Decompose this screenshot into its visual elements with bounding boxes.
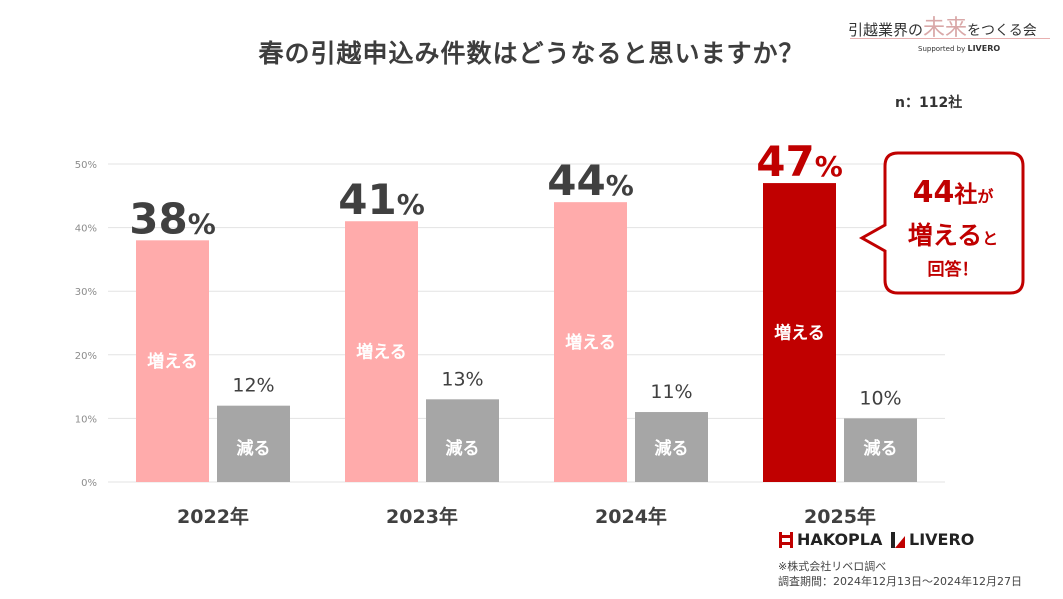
decrease-value-label: 11% (650, 381, 692, 403)
bar-increase (554, 202, 627, 482)
svg-text:44社が: 44社が (913, 175, 994, 210)
increase-value-number: 41 (338, 175, 396, 224)
callout-answer: 回答！ (928, 259, 979, 280)
increase-value-percent: % (188, 207, 216, 240)
decrease-value-label: 13% (441, 368, 483, 390)
increase-value-percent: % (397, 188, 425, 221)
bar-decrease (844, 418, 917, 482)
livero-text: LIVERO (909, 530, 975, 549)
y-tick-label: 50% (75, 160, 97, 171)
source-note: ※株式会社リベロ調べ (778, 560, 887, 573)
bar-increase (136, 240, 209, 482)
x-category-label: 2024年 (595, 505, 667, 528)
bar-decrease-label: 減る (237, 438, 271, 459)
hakopla-logo: HAKOPLA (779, 530, 882, 549)
increase-value-label: 38% (129, 194, 216, 243)
callout-unit: 社 (954, 181, 977, 208)
logo-text-3: をつくる会 (967, 23, 1037, 39)
livero-icon (891, 531, 905, 548)
bar-decrease-label: 減る (864, 438, 898, 459)
y-tick-label: 30% (75, 287, 97, 298)
y-tick-label: 10% (75, 414, 97, 425)
bar-increase-label: 増える (147, 351, 198, 372)
chart-bars (136, 183, 917, 483)
decrease-value-label: 10% (859, 387, 901, 409)
bar-decrease (217, 405, 290, 482)
x-category-label: 2025年 (804, 505, 876, 528)
hakopla-text: HAKOPLA (797, 530, 883, 549)
survey-period-note: 調査期間：2024年12月13日～2024年12月27日 (778, 575, 1022, 588)
bar-increase (763, 183, 836, 482)
bar-increase (345, 221, 418, 483)
increase-value-percent: % (815, 150, 843, 183)
hakopla-icon (779, 531, 793, 548)
callout-particle-to: と (982, 229, 998, 248)
callout-bubble: 44社が 増えると 回答！ (858, 151, 1025, 295)
livero-logo: LIVERO (891, 530, 974, 549)
svg-text:増えると: 増えると (908, 221, 998, 250)
increase-value-number: 38 (129, 194, 187, 243)
page-title: 春の引越申込み件数はどうなると思いますか？ (258, 39, 805, 68)
y-tick-label: 40% (75, 224, 97, 235)
increase-value-percent: % (606, 169, 634, 202)
bar-decrease (635, 412, 708, 482)
sample-size: n：112社 (895, 95, 963, 111)
callout-particle-ga: が (977, 187, 993, 206)
x-category-label: 2023年 (386, 505, 458, 528)
bar-decrease-label: 減る (655, 438, 689, 459)
y-tick-label: 0% (81, 478, 97, 489)
bar-decrease-label: 減る (446, 438, 480, 459)
bar-increase-label: 増える (565, 332, 616, 353)
increase-value-label: 44% (547, 156, 634, 205)
supported-brand: LIVERO (967, 44, 1001, 53)
chart-labels: 増える 38% 減る 12% 2022年 増える 41% 減る 13% 2023年 増える 44% 減る… (129, 137, 901, 528)
logo-rule (850, 38, 1050, 39)
organizer-logo: 引越業界の未来をつくる会 Supported by LIVERO (848, 10, 1058, 53)
bar-decrease (426, 399, 499, 482)
increase-value-label: 47% (756, 137, 843, 186)
logo-text-1: 引越業界の (848, 21, 924, 39)
callout-frame (858, 151, 1025, 295)
decrease-value-label: 12% (232, 375, 274, 397)
increase-value-number: 47 (756, 137, 814, 186)
increase-value-label: 41% (338, 175, 425, 224)
bar-increase-label: 増える (356, 342, 407, 363)
y-tick-label: 20% (75, 351, 97, 362)
increase-value-number: 44 (547, 156, 605, 205)
callout-number: 44 (913, 175, 955, 210)
logo-text-2: 未来 (923, 16, 968, 41)
callout-main: 増える (908, 221, 982, 250)
bar-increase-label: 増える (774, 323, 825, 344)
supported-prefix: Supported by (918, 45, 966, 53)
x-category-label: 2022年 (177, 505, 249, 528)
